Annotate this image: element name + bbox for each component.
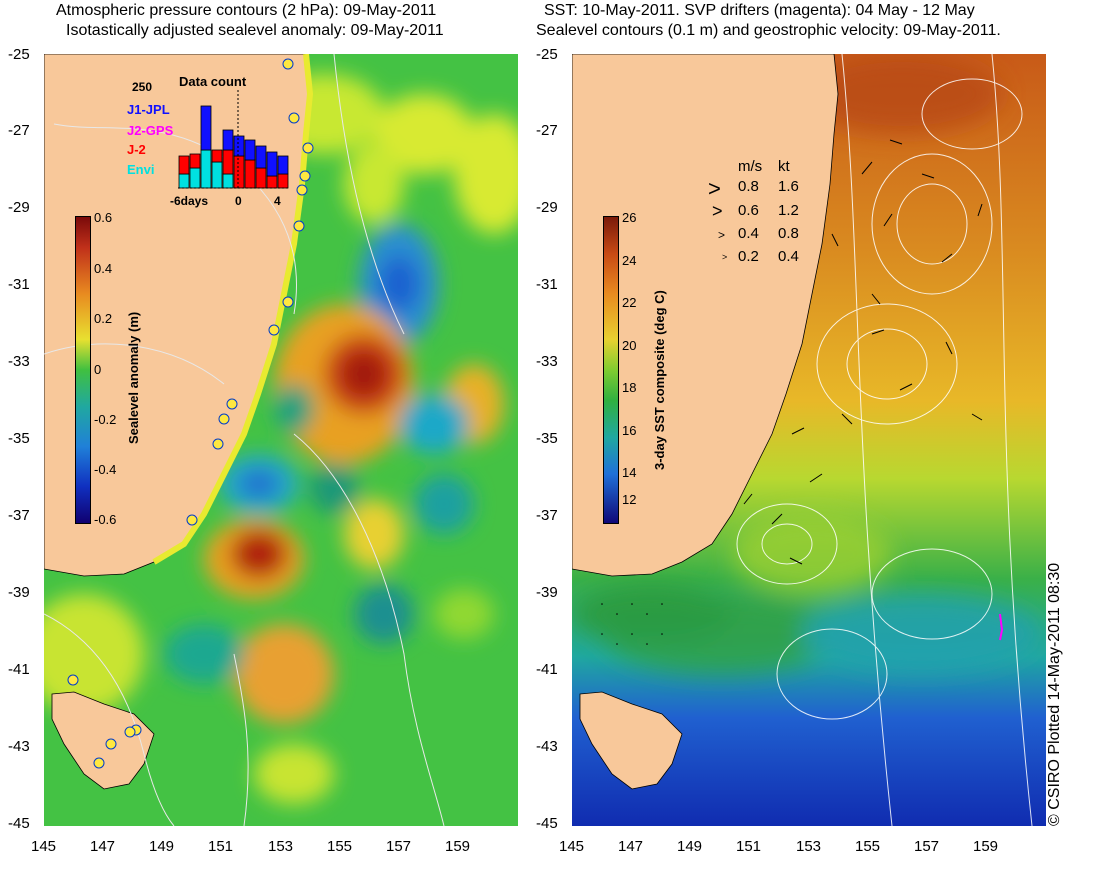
x-tick: 153 xyxy=(268,838,294,855)
arrow-icon: > xyxy=(718,228,726,242)
inset-xtick: 0 xyxy=(235,194,242,208)
cbar-right-tick: 16 xyxy=(622,423,637,438)
inset-title: Data count xyxy=(179,74,247,89)
x-tick: 145 xyxy=(31,838,57,855)
y-tick: -39 xyxy=(8,584,30,601)
cbar-right-tick: 12 xyxy=(622,492,637,507)
x-tick: 149 xyxy=(677,838,703,855)
y-tick: -27 xyxy=(536,122,558,139)
legend-kt: 0.8 xyxy=(778,225,799,242)
tasmania xyxy=(579,691,683,790)
cbar-left-tick: 0.4 xyxy=(94,261,113,276)
sst-colorbar xyxy=(603,216,619,524)
legend-kt: 1.2 xyxy=(778,202,799,219)
y-tick: -45 xyxy=(536,815,558,832)
cbar-left-tick: -0.4 xyxy=(94,462,117,477)
x-tick: 155 xyxy=(855,838,881,855)
y-tick: -37 xyxy=(8,507,30,524)
cbar-right-tick: 20 xyxy=(622,338,637,353)
y-tick: -29 xyxy=(8,199,30,216)
velocity-legend: m/s kt > 0.8 1.6 > 0.6 1.2 > 0.4 0.8 > 0… xyxy=(706,158,816,268)
left-title-line2: Isotastically adjusted sealevel anomaly:… xyxy=(66,22,444,39)
x-tick: 145 xyxy=(559,838,585,855)
legend-kt: 0.4 xyxy=(778,248,799,265)
y-tick: -43 xyxy=(536,738,558,755)
cbar-right-tick: 24 xyxy=(622,253,637,268)
y-tick: -29 xyxy=(536,199,558,216)
svp-drifter-track xyxy=(999,613,1004,641)
x-tick: 153 xyxy=(796,838,822,855)
cbar-left-tick: -0.2 xyxy=(94,412,117,427)
x-tick: 151 xyxy=(736,838,762,855)
cbar-right-tick: 26 xyxy=(622,210,637,225)
y-tick: -33 xyxy=(536,353,558,370)
x-tick: 157 xyxy=(386,838,412,855)
cbar-left-tick: 0 xyxy=(94,362,102,377)
arrow-icon: > xyxy=(708,176,721,201)
sealevel-colorbar-label: Sealevel anomaly (m) xyxy=(126,311,141,444)
x-tick: 157 xyxy=(914,838,940,855)
left-title-line1: Atmospheric pressure contours (2 hPa): 0… xyxy=(56,2,437,19)
cbar-right-tick: 18 xyxy=(622,380,637,395)
y-tick: -43 xyxy=(8,738,30,755)
y-tick: -41 xyxy=(8,661,30,678)
arrow-icon: > xyxy=(712,201,723,221)
legend-header-kt: kt xyxy=(778,158,790,175)
tasmania xyxy=(51,691,155,790)
x-tick: 159 xyxy=(445,838,471,855)
cbar-left-tick: 0.6 xyxy=(94,210,113,225)
y-tick: -25 xyxy=(536,46,558,63)
plot-credit: © CSIRO Plotted 14-May-2011 08:30 xyxy=(1046,562,1063,826)
cbar-right-tick: 22 xyxy=(622,295,637,310)
x-tick: 147 xyxy=(90,838,116,855)
x-tick: 149 xyxy=(149,838,175,855)
cbar-left-tick: -0.6 xyxy=(94,512,117,527)
inset-legend-envi: Envi xyxy=(127,162,155,177)
y-tick: -39 xyxy=(536,584,558,601)
cbar-left-tick: 0.2 xyxy=(94,311,113,326)
right-title-line2: Sealevel contours (0.1 m) and geostrophi… xyxy=(536,22,1001,39)
legend-ms: 0.4 xyxy=(738,225,759,242)
mainland-australia xyxy=(572,54,839,577)
legend-kt: 1.6 xyxy=(778,178,799,195)
sealevel-colorbar xyxy=(75,216,91,524)
inset-legend-j2: J2-GPS xyxy=(127,123,174,138)
y-tick: -25 xyxy=(8,46,30,63)
inset-xtick: -6days xyxy=(170,194,209,208)
sst-map xyxy=(572,54,1046,826)
x-tick: 159 xyxy=(973,838,999,855)
inset-legend-j1: J1-JPL xyxy=(127,102,170,117)
arrow-icon: > xyxy=(722,252,728,262)
x-tick: 155 xyxy=(327,838,353,855)
inset-xtick: 4 xyxy=(274,194,281,208)
y-tick: -27 xyxy=(8,122,30,139)
y-tick: -45 xyxy=(8,815,30,832)
cbar-right-tick: 14 xyxy=(622,465,637,480)
y-tick: -31 xyxy=(8,276,30,293)
inset-legend-j-2: J-2 xyxy=(127,142,146,157)
x-tick: 151 xyxy=(208,838,234,855)
y-tick: -31 xyxy=(536,276,558,293)
y-tick: -33 xyxy=(8,353,30,370)
y-tick: -35 xyxy=(536,430,558,447)
sst-colorbar-label: 3-day SST composite (deg C) xyxy=(652,290,667,470)
y-tick: -41 xyxy=(536,661,558,678)
right-title-line1: SST: 10-May-2011. SVP drifters (magenta)… xyxy=(544,2,975,19)
x-tick: 147 xyxy=(618,838,644,855)
legend-ms: 0.8 xyxy=(738,178,759,195)
y-tick: -37 xyxy=(536,507,558,524)
data-count-inset: 250 Data count J1-JPL J2-GPS J-2 Envi -6… xyxy=(124,72,294,212)
inset-ymax-label: 250 xyxy=(132,80,153,94)
legend-ms: 0.6 xyxy=(738,202,759,219)
legend-header-ms: m/s xyxy=(738,158,763,175)
y-tick: -35 xyxy=(8,430,30,447)
legend-ms: 0.2 xyxy=(738,248,759,265)
data-count-bars xyxy=(178,90,290,189)
